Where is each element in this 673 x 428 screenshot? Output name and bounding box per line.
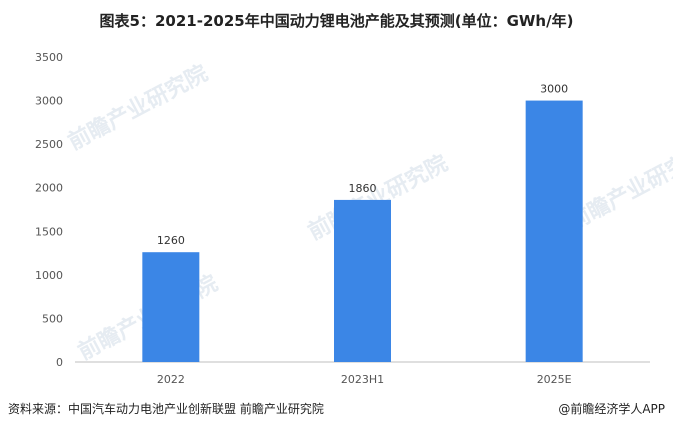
x-tick-label: 2022 [157, 373, 185, 386]
y-tick-label: 3000 [35, 95, 63, 108]
footer-brand: @前瞻经济学人APP [558, 402, 665, 416]
bar [334, 199, 391, 362]
data-label: 1260 [157, 234, 185, 247]
y-tick-label: 500 [42, 312, 63, 325]
y-tick-label: 3500 [35, 51, 63, 64]
x-tick-label: 2023H1 [341, 373, 384, 386]
y-tick-label: 1500 [35, 225, 63, 238]
bar [142, 252, 200, 362]
y-tick-label: 0 [56, 356, 63, 369]
bars: 1260 1860 3000 [142, 83, 583, 363]
chart-title: 图表5：2021-2025年中国动力锂电池产能及其预测(单位：GWh/年) [99, 12, 574, 30]
bar [525, 100, 583, 363]
data-label: 3000 [540, 83, 568, 96]
y-axis: 0 500 1000 1500 2000 2500 3000 3500 [35, 51, 63, 369]
x-tick-label: 2025E [537, 373, 572, 386]
y-tick-label: 2000 [35, 182, 63, 195]
footer-source: 资料来源：中国汽车动力电池产业创新联盟 前瞻产业研究院 [8, 402, 324, 416]
x-axis: 2022 2023H1 2025E [75, 361, 650, 386]
data-label: 1860 [349, 182, 377, 195]
y-tick-label: 2500 [35, 138, 63, 151]
y-tick-label: 1000 [35, 269, 63, 282]
